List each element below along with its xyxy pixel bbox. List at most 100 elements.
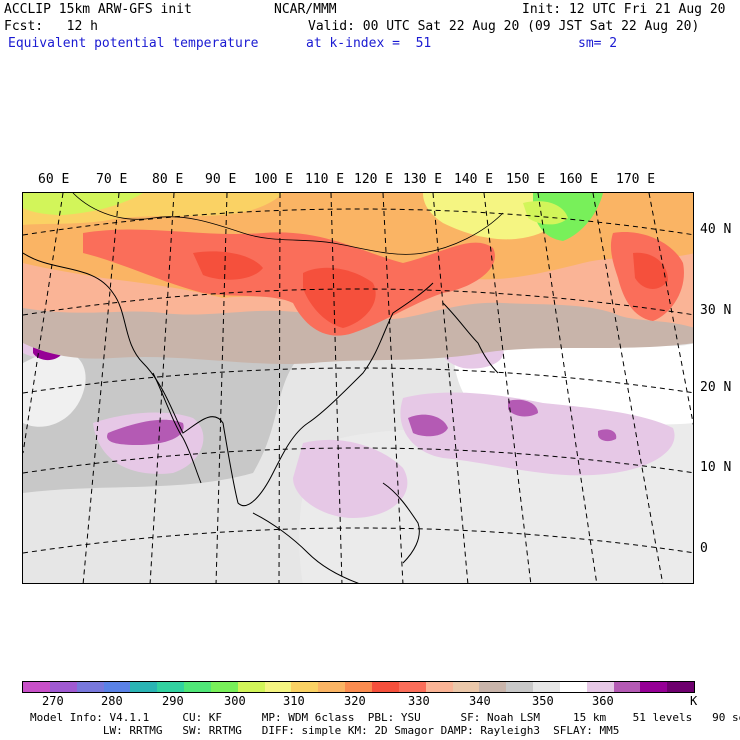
model-info-line2: LW: RRTMG SW: RRTMG DIFF: simple KM: 2D … — [30, 724, 620, 737]
purple-core-pacific-east — [598, 429, 617, 442]
purple-core-pacific-west — [408, 414, 448, 437]
meridian-160e — [592, 193, 664, 583]
colorbar-swatch-21 — [586, 682, 614, 692]
colorbar-swatch-15 — [425, 682, 453, 692]
colorbar-label-290: 290 — [162, 694, 184, 708]
colorbar — [22, 681, 695, 693]
colorbar-swatch-19 — [533, 682, 560, 692]
theta-e-map — [22, 192, 694, 584]
colorbar-swatch-6 — [184, 682, 211, 692]
purple-core-bengal — [107, 419, 184, 445]
lat-label-10n: 10 N — [700, 460, 732, 475]
field-name: Equivalent potential temperature — [8, 36, 259, 51]
japan-coastline — [442, 302, 499, 374]
colorbar-swatch-3 — [103, 682, 131, 692]
colorbar-label-320: 320 — [344, 694, 366, 708]
asia-coastline — [23, 252, 434, 506]
colorbar-swatch-18 — [506, 682, 534, 692]
meridian-100e — [278, 193, 281, 583]
meridian-130e — [432, 193, 469, 583]
colorbar-swatch-22 — [613, 682, 641, 692]
colorbar-swatch-23 — [640, 682, 668, 692]
lat-label-0: 0 — [700, 541, 708, 556]
graticule — [23, 193, 693, 583]
colorbar-swatch-20 — [559, 682, 587, 692]
lon-label-150e: 150 E — [506, 172, 546, 187]
colorbar-swatch-12 — [345, 682, 372, 692]
red-core-mongolia — [193, 251, 263, 280]
country-borders-north — [72, 193, 504, 255]
lat-label-40n: 40 N — [700, 222, 732, 237]
colorbar-unit: K — [690, 694, 698, 708]
red-core-china — [303, 267, 376, 328]
colorbar-label-360: 360 — [592, 694, 614, 708]
meridian-140e — [483, 193, 532, 583]
purple-core-pacific-central — [508, 399, 538, 417]
colorbar-label-330: 330 — [408, 694, 430, 708]
red-orange-continent — [83, 229, 495, 336]
level-index: at k-index = 51 — [306, 36, 432, 51]
meridian-110e — [330, 193, 343, 583]
meridian-60e — [23, 193, 64, 454]
colorbar-label-280: 280 — [101, 694, 123, 708]
colorbar-label-300: 300 — [224, 694, 246, 708]
colorbar-swatch-5 — [157, 682, 185, 692]
meridian-90e — [215, 193, 228, 583]
lime-north-west — [23, 193, 143, 215]
lavender-west-pacific — [400, 392, 675, 476]
colorbar-swatch-16 — [452, 682, 480, 692]
lon-label-90e: 90 E — [205, 172, 237, 187]
colorbar-label-350: 350 — [532, 694, 554, 708]
colorbar-swatch-13 — [371, 682, 399, 692]
parallel-30n — [23, 288, 693, 316]
meridian-150e — [537, 193, 598, 583]
lon-label-80e: 80 E — [152, 172, 184, 187]
forecast-hour: Fcst: 12 h — [4, 19, 98, 34]
init-time: Init: 12 UTC Fri 21 Aug 20 — [522, 2, 726, 17]
meridian-80e — [149, 193, 175, 583]
colorbar-swatch-0 — [23, 682, 50, 692]
colorbar-swatch-7 — [210, 682, 238, 692]
lon-label-120e: 120 E — [354, 172, 394, 187]
parallel-40n — [23, 208, 693, 236]
colorbar-swatch-2 — [76, 682, 104, 692]
organization: NCAR/MMM — [274, 2, 337, 17]
india-coastline — [152, 372, 202, 484]
meridian-120e — [382, 193, 404, 583]
meridian-170e — [648, 193, 693, 426]
lon-label-60e: 60 E — [38, 172, 70, 187]
lavender-south-china-sea — [293, 439, 408, 518]
colorbar-swatch-8 — [237, 682, 265, 692]
meridian-70e — [82, 193, 120, 583]
lon-label-130e: 130 E — [403, 172, 443, 187]
parallel-10n — [23, 447, 693, 474]
philippines-coastline — [382, 482, 420, 564]
lon-label-110e: 110 E — [305, 172, 345, 187]
map-svg — [23, 193, 693, 583]
lon-label-100e: 100 E — [254, 172, 294, 187]
valid-time: Valid: 00 UTC Sat 22 Aug 20 (09 JST Sat … — [308, 19, 700, 34]
lon-label-170e: 170 E — [616, 172, 656, 187]
lat-label-30n: 30 N — [700, 303, 732, 318]
maritime-coastline — [252, 512, 360, 583]
lon-label-140e: 140 E — [454, 172, 494, 187]
colorbar-swatch-1 — [49, 682, 77, 692]
colorbar-label-340: 340 — [469, 694, 491, 708]
colorbar-swatch-14 — [398, 682, 426, 692]
smoothing: sm= 2 — [578, 36, 618, 51]
lat-label-20n: 20 N — [700, 380, 732, 395]
colorbar-label-270: 270 — [42, 694, 64, 708]
lon-label-160e: 160 E — [559, 172, 599, 187]
lime-north-east — [523, 201, 568, 225]
colorbar-swatch-4 — [130, 682, 158, 692]
colorbar-swatch-9 — [264, 682, 292, 692]
colorbar-swatch-11 — [318, 682, 346, 692]
red-core-kamchatka — [633, 252, 668, 289]
colorbar-swatch-10 — [291, 682, 319, 692]
model-title: ACCLIP 15km ARW-GFS init — [4, 2, 192, 17]
model-info-line1: Model Info: V4.1.1 CU: KF MP: WDM 6class… — [30, 711, 740, 724]
parallel-0 — [23, 527, 693, 554]
parallel-20n — [23, 367, 693, 394]
lon-label-70e: 70 E — [96, 172, 128, 187]
colorbar-swatch-24 — [667, 682, 695, 692]
